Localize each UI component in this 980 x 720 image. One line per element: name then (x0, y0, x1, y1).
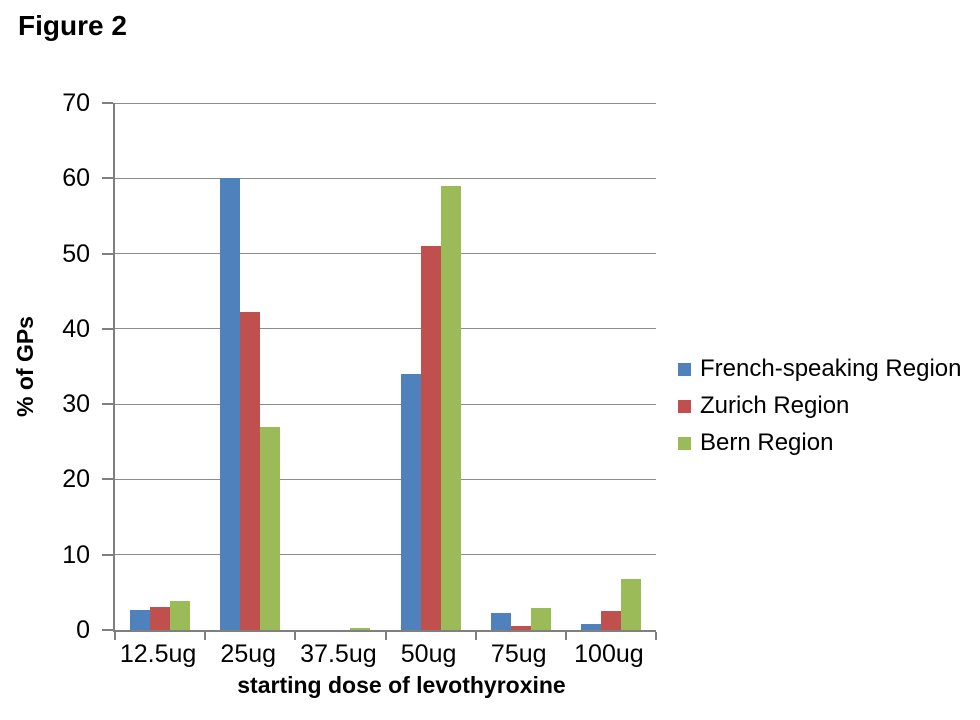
bar (350, 627, 371, 630)
bar (440, 185, 461, 630)
x-tick-label: 25ug (220, 640, 277, 668)
y-axis-tick (102, 102, 113, 104)
legend-label: Bern Region (700, 429, 834, 456)
y-axis-tick (102, 629, 113, 631)
y-tick-label: 50 (62, 239, 90, 268)
bar (420, 246, 441, 630)
bar (620, 578, 641, 630)
legend: French-speaking Region Zurich Region Bern … (678, 354, 961, 465)
y-tick-label: 10 (62, 540, 90, 569)
y-tick-label: 40 (62, 314, 90, 343)
legend-swatch (678, 436, 691, 450)
y-tick-label: 20 (62, 465, 90, 494)
bar (240, 311, 261, 630)
legend-item: Zurich Region (678, 391, 961, 421)
bar (170, 601, 191, 630)
y-axis-tick (102, 177, 113, 180)
x-axis-tick (564, 632, 567, 640)
x-tick-label: 100ug (574, 640, 644, 668)
x-tick-label: 12.5ug (119, 640, 197, 668)
legend-swatch (678, 399, 691, 413)
y-tick-label: 60 (62, 164, 90, 193)
y-axis-tick (102, 327, 113, 330)
bar (150, 606, 171, 630)
legend-swatch (678, 362, 691, 376)
y-axis-tick (102, 478, 113, 481)
legend-item: Bern Region (678, 428, 961, 458)
figure-title: Figure 2 (18, 10, 127, 41)
x-axis-tick (114, 632, 116, 640)
bar (260, 426, 281, 630)
bar (510, 626, 531, 630)
x-axis-tick (655, 632, 657, 640)
gridline (115, 478, 656, 480)
bar (400, 374, 421, 630)
gridline (115, 328, 656, 330)
bar (600, 611, 621, 630)
gridline (115, 177, 656, 179)
y-tick-label: 30 (62, 390, 90, 419)
y-axis-tick (102, 252, 113, 255)
x-axis-tick (294, 632, 297, 640)
x-axis-tick (384, 632, 387, 640)
gridline (115, 102, 656, 104)
gridline (115, 253, 656, 255)
gridline (115, 554, 656, 556)
y-axis-tick (102, 403, 113, 406)
bar (220, 178, 241, 630)
bar (490, 613, 511, 630)
x-tick-label: 75ug (490, 640, 547, 668)
x-tick-label: 50ug (400, 640, 457, 668)
legend-label: Zurich Region (700, 392, 850, 419)
x-axis-tick-labels: 12.5ug 25ug 37.5ug 50ug 75ug 100ug (113, 639, 654, 673)
y-axis-tick-labels: 0 10 20 30 40 50 60 70 (20, 89, 90, 644)
plot-area (102, 102, 657, 640)
x-axis-title: starting dose of levothyroxine (237, 672, 566, 698)
x-axis-tick (204, 632, 207, 640)
bar (530, 608, 551, 630)
x-tick-label: 37.5ug (300, 640, 377, 668)
bar (130, 609, 151, 630)
x-axis-tick (474, 632, 477, 640)
y-tick-label: 0 (76, 616, 90, 644)
gridline (115, 403, 656, 405)
y-axis-tick (102, 553, 113, 556)
legend-label: French-speaking Region (700, 355, 962, 382)
y-tick-label: 70 (62, 89, 90, 117)
legend-item: French-speaking Region (678, 354, 961, 384)
bar (580, 623, 601, 630)
